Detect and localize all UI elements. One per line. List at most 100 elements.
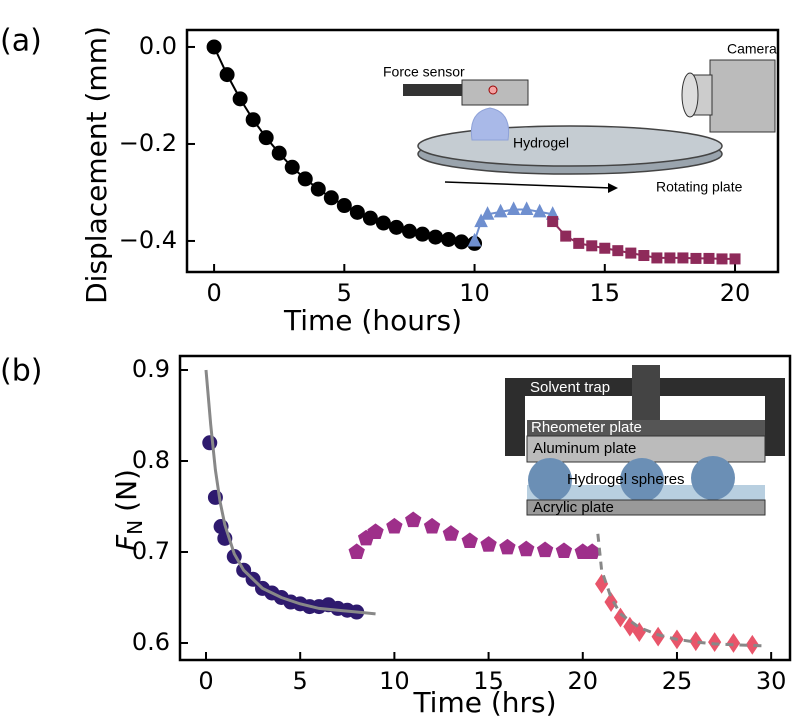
- point: [480, 536, 497, 552]
- point: [536, 541, 554, 558]
- inset-label: Rheometer plate: [531, 419, 642, 436]
- point: [651, 252, 663, 264]
- point: [726, 633, 741, 653]
- point: [519, 201, 534, 215]
- point: [493, 203, 508, 218]
- point: [323, 190, 339, 206]
- x-tick-label: 20: [567, 667, 598, 695]
- point: [708, 632, 722, 652]
- point: [423, 517, 441, 534]
- point: [219, 67, 235, 83]
- point: [664, 252, 676, 264]
- point: [348, 543, 365, 559]
- point: [573, 237, 585, 249]
- x-tick-label: 20: [720, 279, 751, 307]
- rheometer-shaft: [632, 365, 660, 421]
- point: [362, 210, 378, 226]
- point: [401, 223, 417, 239]
- point: [745, 634, 759, 655]
- y-tick-label: 0.6: [132, 628, 170, 656]
- point: [386, 517, 403, 534]
- y-tick-label: 0.0: [139, 32, 177, 60]
- sensor-arm: [403, 84, 465, 96]
- inset-label: Hydrogel spheres: [567, 471, 685, 488]
- x-tick-label: 0: [206, 279, 221, 307]
- inset-label: Camera: [727, 41, 777, 57]
- point: [651, 626, 665, 647]
- inset-label: Hydrogel: [513, 135, 569, 151]
- point: [547, 216, 559, 228]
- point: [716, 253, 728, 265]
- x-tick-label: 5: [293, 667, 308, 695]
- series-line: [204, 369, 376, 616]
- inset-label: Rotating plate: [656, 179, 743, 195]
- x-axis-title: Time (hours): [283, 304, 462, 337]
- series-line: [596, 533, 762, 648]
- x-tick-label: 15: [590, 279, 621, 307]
- point: [480, 206, 495, 220]
- x-tick-label: 15: [473, 667, 504, 695]
- point: [202, 435, 218, 451]
- y-title-symbol: F: [110, 534, 143, 551]
- inset-label: Acrylic plate: [533, 499, 614, 516]
- point: [474, 213, 488, 228]
- x-tick-label: 0: [198, 667, 213, 695]
- y-title-unit: (N): [110, 469, 143, 512]
- point: [586, 240, 598, 252]
- y-tick-label: 0.9: [132, 355, 170, 383]
- point: [405, 511, 422, 528]
- point: [613, 607, 628, 628]
- acrylic-plate: [526, 499, 766, 516]
- sphere: [528, 458, 572, 502]
- point: [414, 226, 430, 242]
- rotating-plate: [417, 125, 723, 167]
- point: [612, 245, 624, 257]
- point: [258, 130, 274, 146]
- inset-label: Aluminum plate: [533, 440, 636, 457]
- sphere: [620, 458, 664, 502]
- y-axis-title: FN (N): [110, 469, 147, 551]
- y-tick-label: −0.2: [119, 129, 177, 157]
- point: [388, 219, 404, 235]
- point: [599, 242, 611, 254]
- point: [690, 252, 702, 264]
- rotation-arrow: [444, 181, 613, 189]
- inset-a: Force sensor Camera Hydrogel Rotating pl…: [383, 41, 777, 195]
- point: [441, 232, 457, 248]
- x-tick-label: 30: [756, 667, 787, 695]
- point: [632, 622, 646, 642]
- camera-body: [709, 59, 776, 133]
- point: [677, 252, 689, 264]
- point: [625, 247, 637, 259]
- point: [595, 573, 609, 594]
- point: [245, 112, 261, 128]
- sphere: [691, 456, 735, 500]
- point: [442, 525, 460, 541]
- point: [271, 145, 287, 161]
- y-axis-title: Displacement (mm): [80, 26, 113, 304]
- x-tick-label: 10: [379, 667, 410, 695]
- trap-left: [505, 378, 525, 456]
- x-tick-label: 5: [337, 279, 352, 307]
- point: [375, 215, 391, 231]
- point: [206, 39, 222, 55]
- point: [336, 198, 352, 214]
- arrow-head: [608, 183, 618, 193]
- x-axis-title: Time (hrs): [412, 686, 556, 719]
- point: [499, 538, 516, 555]
- point: [518, 540, 535, 557]
- point: [297, 171, 313, 187]
- lens-front: [681, 72, 699, 118]
- point: [427, 229, 443, 245]
- force-sensor: [461, 79, 529, 106]
- y-title-subscript: N: [123, 520, 147, 535]
- point: [284, 159, 300, 175]
- point: [461, 532, 478, 549]
- point: [467, 232, 482, 247]
- panel-label: (a): [0, 24, 42, 59]
- plot-frame: [185, 28, 780, 274]
- sensor-dot: [488, 85, 498, 95]
- point: [638, 250, 650, 262]
- point: [232, 91, 248, 107]
